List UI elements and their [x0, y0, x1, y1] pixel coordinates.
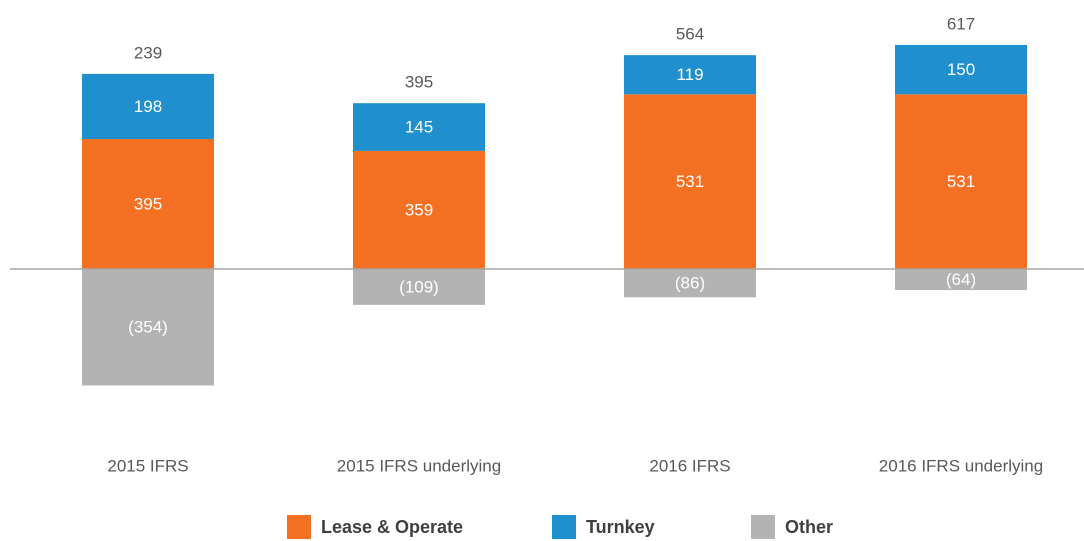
bar-segment	[353, 103, 485, 151]
legend-label: Turnkey	[586, 517, 655, 537]
data-label: 395	[134, 195, 162, 214]
legend-swatch	[751, 515, 775, 539]
data-label: 359	[405, 200, 433, 219]
x-tick-label: 2015 IFRS	[107, 456, 188, 475]
total-label: 239	[134, 43, 162, 62]
data-label: 531	[947, 172, 975, 191]
total-label: 617	[947, 14, 975, 33]
bar-segment	[353, 269, 485, 305]
bar-segment	[624, 94, 756, 270]
legend-swatch	[552, 515, 576, 539]
bar-segment	[895, 269, 1027, 291]
x-tick-label: 2016 IFRS underlying	[879, 456, 1043, 475]
data-label: 531	[676, 172, 704, 191]
data-label: (86)	[675, 274, 705, 293]
bar-segment	[82, 73, 214, 140]
legend-label: Other	[785, 517, 833, 537]
bar-segment	[895, 94, 1027, 270]
bar-segment	[353, 150, 485, 269]
legend-swatch	[287, 515, 311, 539]
bar-segment	[82, 269, 214, 386]
x-tick-label: 2016 IFRS	[649, 456, 730, 475]
data-label: (109)	[399, 277, 439, 296]
data-label: 119	[676, 65, 703, 84]
bar-segment	[82, 139, 214, 269]
bar-segment	[895, 44, 1027, 95]
x-tick-label: 2015 IFRS underlying	[337, 456, 501, 475]
legend-label: Lease & Operate	[321, 517, 463, 537]
data-label: 198	[134, 97, 162, 116]
data-label: (354)	[128, 318, 168, 337]
bar-segment	[624, 269, 756, 298]
data-label: (64)	[946, 270, 976, 289]
total-label: 395	[405, 73, 433, 92]
total-label: 564	[676, 25, 704, 44]
data-label: 150	[947, 60, 975, 79]
data-label: 145	[405, 118, 433, 137]
bar-segment	[624, 55, 756, 95]
